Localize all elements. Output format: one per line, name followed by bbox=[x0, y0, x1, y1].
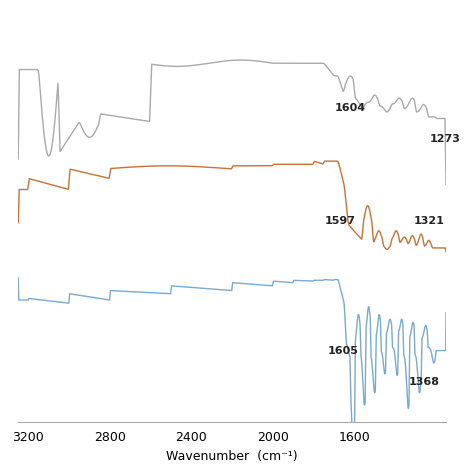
Text: 1605: 1605 bbox=[328, 346, 358, 356]
Text: 1321: 1321 bbox=[413, 216, 444, 226]
Text: 1597: 1597 bbox=[325, 216, 356, 226]
Text: 1604: 1604 bbox=[335, 102, 366, 113]
X-axis label: Wavenumber  (cm⁻¹): Wavenumber (cm⁻¹) bbox=[166, 450, 298, 463]
Text: 1368: 1368 bbox=[408, 377, 439, 387]
Text: 1273: 1273 bbox=[430, 134, 461, 144]
